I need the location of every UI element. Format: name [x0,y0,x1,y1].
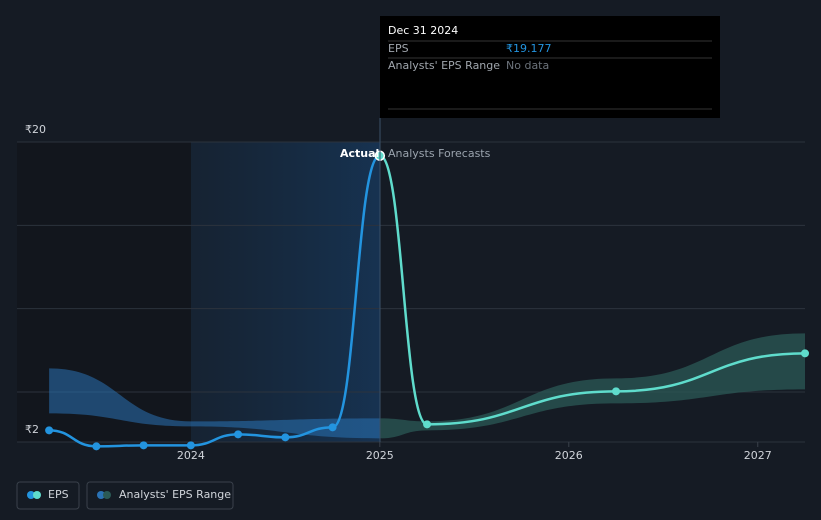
legend-swatch [103,491,111,499]
eps-point [281,433,290,442]
eps-point [328,423,337,432]
eps-point [45,426,54,435]
highlight-region [191,142,380,442]
tooltip-value: ₹19.177 [506,42,552,55]
tooltip-title: Dec 31 2024 [388,24,458,37]
forecast-point [801,349,809,358]
eps-point [186,441,195,450]
forecast-line [379,154,806,426]
legend-swatch [97,491,105,499]
range-band-forecast [379,333,805,439]
x-tick-label: 2026 [555,449,583,462]
tooltip: Dec 31 2024 EPS ₹19.177 Analysts' EPS Ra… [380,16,720,118]
legend-label: EPS [48,488,69,501]
eps-point [139,441,148,450]
y-tick-label: ₹20 [25,123,46,136]
actual-label: Actual [340,147,379,160]
legend: EPS Analysts' EPS Range [16,481,234,510]
forecast-point [612,387,621,396]
x-tick-label: 2024 [177,449,205,462]
eps-point [234,430,243,439]
eps-point [92,442,101,451]
range-band [49,368,380,439]
plot: ₹2 ₹20 2024 2025 2026 2027 [17,123,809,462]
legend-item[interactable] [16,481,80,510]
tooltip-label: EPS [388,42,409,55]
forecast-point [423,420,432,429]
legend-swatch [27,491,35,499]
tooltip-box [380,16,720,118]
legend-item[interactable] [86,481,234,510]
tooltip-value: No data [506,59,549,72]
legend-swatch [33,491,41,499]
y-tick-label: ₹2 [25,423,39,436]
tooltip-label: Analysts' EPS Range [388,59,500,72]
forecast-label: Analysts Forecasts [388,147,491,160]
legend-label: Analysts' EPS Range [119,488,231,501]
x-tick-label: 2027 [744,449,772,462]
x-tick-label: 2025 [366,449,394,462]
